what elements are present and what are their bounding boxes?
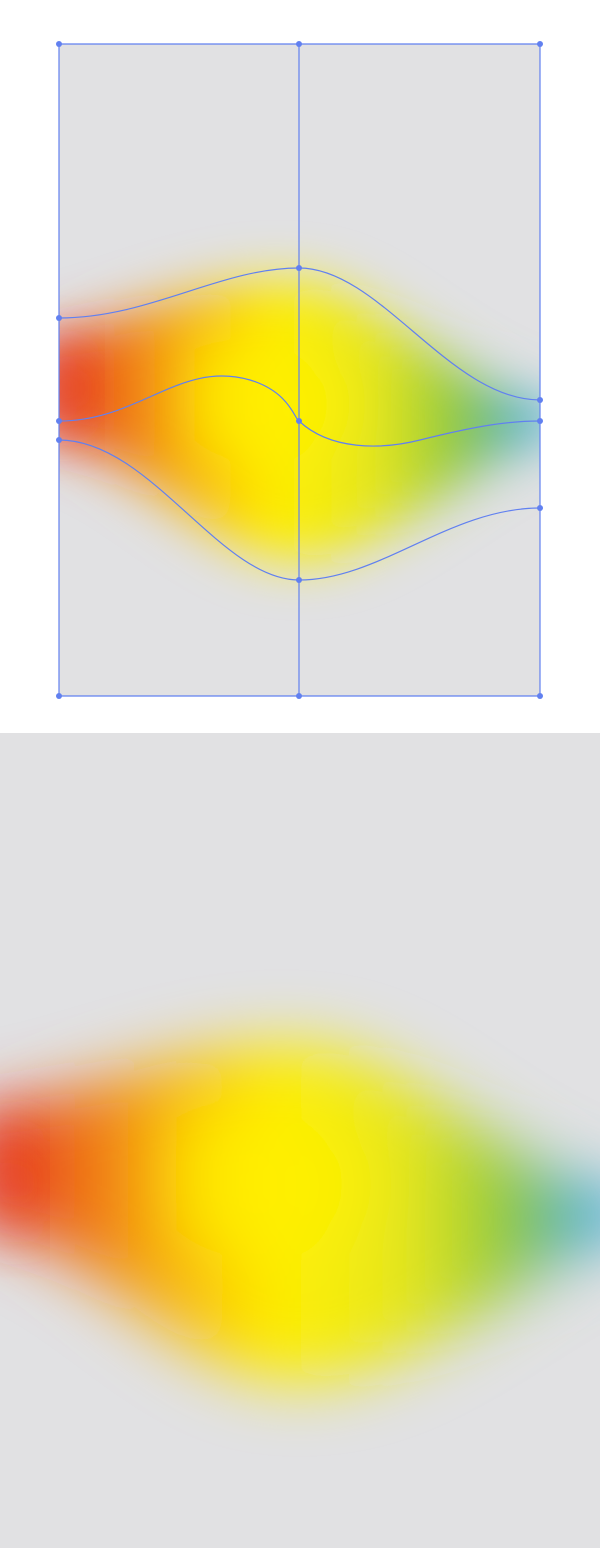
final-render-canvas <box>0 733 600 1548</box>
rendered-gradient-blob <box>0 1044 600 1383</box>
mesh-editing-panel <box>59 44 540 696</box>
mesh-editing-canvas <box>59 44 540 696</box>
final-render-panel <box>0 733 600 1548</box>
